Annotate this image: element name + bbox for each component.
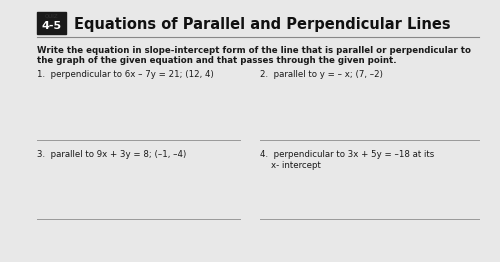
Text: 1.  perpendicular to 6x – 7y = 21; (12, 4): 1. perpendicular to 6x – 7y = 21; (12, 4… <box>36 70 214 79</box>
Text: the graph of the given equation and that passes through the given point.: the graph of the given equation and that… <box>36 56 396 65</box>
Text: Write the equation in slope-intercept form of the line that is parallel or perpe: Write the equation in slope-intercept fo… <box>36 46 470 55</box>
Text: 4-5: 4-5 <box>41 21 62 31</box>
Text: QUIZ: QUIZ <box>44 14 58 19</box>
Text: Equations of Parallel and Perpendicular Lines: Equations of Parallel and Perpendicular … <box>74 17 450 32</box>
Text: 3.  parallel to 9x + 3y = 8; (–1, –4): 3. parallel to 9x + 3y = 8; (–1, –4) <box>36 150 186 159</box>
Text: x- intercept: x- intercept <box>260 161 320 170</box>
FancyBboxPatch shape <box>36 12 66 34</box>
Text: 4.  perpendicular to 3x + 5y = –18 at its: 4. perpendicular to 3x + 5y = –18 at its <box>260 150 434 159</box>
Text: 2.  parallel to y = – x; (7, –2): 2. parallel to y = – x; (7, –2) <box>260 70 382 79</box>
